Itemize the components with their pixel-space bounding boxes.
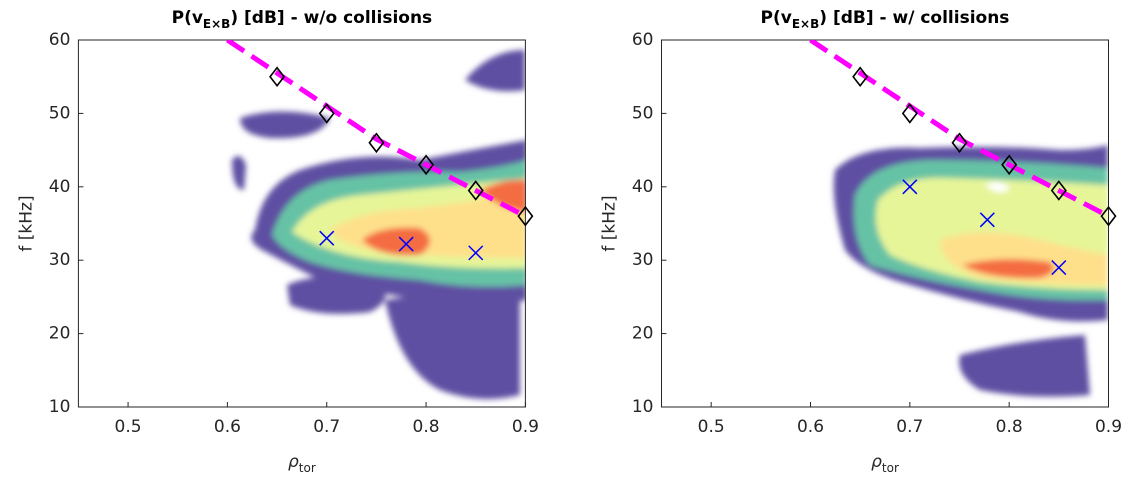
- y-tick-label: 10: [49, 397, 71, 417]
- cross-marker: [319, 230, 335, 246]
- diamond-marker: [418, 154, 435, 176]
- title-subscript: E×B: [203, 17, 230, 31]
- axes-box: [661, 39, 1109, 408]
- diamond-marker: [1001, 154, 1018, 176]
- diamond-marker: [368, 132, 385, 154]
- y-tick-label: 50: [632, 103, 654, 123]
- diamond-marker: [901, 103, 918, 124]
- cross-marker: [398, 236, 414, 252]
- diamond-marker: [1050, 180, 1067, 201]
- x-label-text: ρ: [871, 452, 882, 472]
- y-tick-label: 20: [632, 324, 654, 344]
- diamond-marker: [951, 132, 968, 154]
- cross-marker: [902, 179, 918, 195]
- contour-field: [833, 145, 1108, 397]
- y-tick-label: 40: [49, 177, 71, 197]
- diamond-marker: [852, 66, 869, 88]
- y-tick-label: 50: [49, 103, 71, 123]
- y-tick-label: 20: [49, 324, 71, 344]
- diamond-marker: [318, 103, 335, 124]
- panel: 0.5 0.6 0.7 0.8 0.9 10 20 30 40 50 60 P(vE×B) [dB] …: [16, 8, 539, 475]
- plot-area: [226, 40, 526, 219]
- panel: 0.5 0.6 0.7 0.8 0.9 10 20 30 40 50 60 P(vE×B) [dB] …: [600, 8, 1123, 475]
- cross-marker: [1051, 260, 1067, 276]
- title-text: ) [dB] - w/o collisions: [230, 8, 432, 28]
- cross-marker: [979, 212, 995, 228]
- y-tick-label: 60: [49, 30, 71, 50]
- x-tick-label: 0.9: [512, 417, 539, 437]
- plot-area: [809, 40, 1109, 219]
- title-text: ) [dB] - w/ collisions: [819, 8, 1009, 28]
- diamond-marker: [269, 66, 286, 88]
- title-text: P(v: [761, 8, 792, 28]
- diamond-marker: [467, 180, 484, 201]
- diamond-marker: [517, 205, 534, 227]
- x-tick-label: 0.7: [896, 417, 923, 437]
- x-tick-label: 0.9: [1095, 417, 1122, 437]
- x-tick-label: 0.6: [797, 417, 824, 437]
- chart-title: P(vE×B) [dB] - w/o collisions: [172, 8, 433, 31]
- x-tick-label: 0.8: [413, 417, 440, 437]
- x-label-text: ρ: [288, 452, 299, 472]
- x-tick-label: 0.8: [996, 417, 1023, 437]
- ridge-line: [809, 40, 1109, 219]
- y-tick-label: 10: [632, 397, 654, 417]
- x-tick-label: 0.5: [698, 417, 725, 437]
- title-text: P(v: [172, 8, 203, 28]
- y-tick-label: 60: [632, 30, 654, 50]
- x-tick-label: 0.6: [214, 417, 241, 437]
- y-tick-label: 30: [49, 250, 71, 270]
- y-axis-label: f [kHz]: [600, 195, 620, 251]
- contour-field: [232, 50, 526, 399]
- x-label-subscript: tor: [882, 461, 899, 475]
- diamond-marker: [1100, 205, 1117, 227]
- x-axis-label: ρtor: [871, 452, 899, 475]
- axes-box: [77, 39, 526, 408]
- x-tick-label: 0.5: [115, 417, 142, 437]
- x-label-subscript: tor: [299, 461, 316, 475]
- cross-marker: [468, 245, 484, 261]
- y-tick-label: 30: [632, 250, 654, 270]
- ridge-line: [226, 40, 526, 219]
- title-subscript: E×B: [792, 17, 819, 31]
- chart-title: P(vE×B) [dB] - w/ collisions: [761, 8, 1010, 31]
- x-axis-label: ρtor: [288, 452, 316, 475]
- y-axis-label: f [kHz]: [16, 195, 36, 251]
- x-tick-label: 0.7: [313, 417, 340, 437]
- y-tick-label: 40: [632, 177, 654, 197]
